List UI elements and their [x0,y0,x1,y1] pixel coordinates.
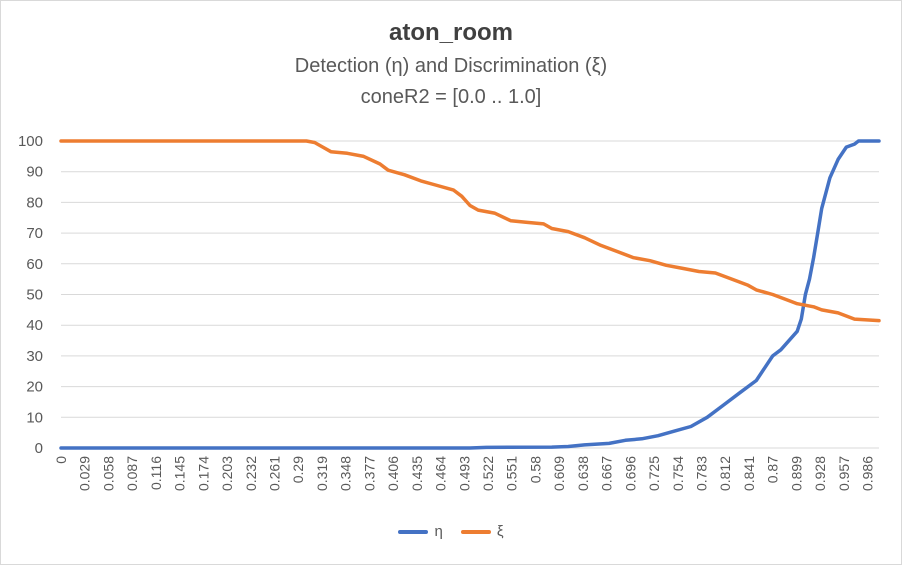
x-tick-label: 0 [53,456,69,464]
x-tick-label: 0.667 [599,456,615,491]
x-tick-label: 0.319 [314,456,330,491]
x-tick-label: 0.232 [243,456,259,491]
chart-subtitle-range: coneR2 = [0.0 .. 1.0] [360,86,542,108]
x-tick-label: 0.783 [693,456,709,491]
x-tick-label: 0.116 [148,456,164,490]
legend-item-eta: η [398,523,443,540]
x-tick-label: 0.406 [385,456,401,491]
x-tick-label: 0.029 [77,456,93,491]
chart-title: aton_room [388,19,513,46]
x-tick-label: 0.841 [741,456,757,491]
x-tick-label: 0.87 [765,456,781,483]
x-tick-label: 0.087 [124,456,140,491]
x-tick-label: 0.377 [361,456,377,491]
x-tick-label: 0.261 [266,456,282,491]
grid-lines [61,140,879,449]
x-tick-label: 0.986 [860,456,876,491]
x-tick-label: 0.725 [646,456,662,491]
legend-item-xi: ξ [460,523,504,540]
y-tick-label: 60 [26,256,43,273]
legend-label-eta: η [434,523,443,540]
y-tick-label: 50 [26,287,43,304]
x-tick-label: 0.638 [575,456,591,491]
x-tick-label: 0.522 [480,456,496,491]
series-eta-line [59,139,881,450]
legend-swatch-eta [398,529,429,534]
x-axis-ticks: 0 0.029 0.058 0.087 0.116 0.145 0.174 0.203 0.23… [53,456,876,491]
chart-subtitle: Detection (η) and Discrimination (ξ) [294,55,608,77]
x-tick-label: 0.174 [195,456,211,491]
y-axis-ticks: 0 10 20 30 40 50 60 70 80 90 100 [18,133,43,457]
series-xi-line [59,139,881,323]
y-tick-label: 90 [26,164,43,181]
x-tick-label: 0.348 [338,456,354,491]
x-tick-label: 0.609 [551,456,567,491]
x-tick-label: 0.203 [219,456,235,491]
y-tick-label: 10 [26,409,43,426]
x-tick-label: 0.812 [717,456,733,491]
legend-label-xi: ξ [496,523,504,540]
series-lines [59,139,881,450]
y-tick-label: 80 [26,194,43,211]
x-tick-label: 0.145 [172,456,188,491]
x-tick-label: 0.58 [527,456,543,483]
y-tick-label: 30 [26,348,43,365]
x-tick-label: 0.928 [812,456,828,491]
x-tick-label: 0.696 [622,456,638,491]
x-tick-label: 0.464 [433,456,449,491]
y-tick-label: 40 [26,317,43,334]
legend: η ξ [1,523,901,540]
x-tick-label: 0.899 [788,456,804,491]
y-tick-label: 70 [26,225,43,242]
x-tick-label: 0.957 [836,456,852,491]
y-tick-label: 100 [18,133,43,150]
x-tick-label: 0.29 [290,456,306,483]
x-tick-label: 0.754 [670,456,686,491]
x-tick-label: 0.493 [456,456,472,491]
y-tick-label: 0 [35,440,43,457]
x-tick-label: 0.551 [504,456,520,491]
y-tick-label: 20 [26,379,43,396]
x-tick-label: 0.058 [100,456,116,491]
legend-swatch-xi [460,529,491,534]
x-tick-label: 0.435 [409,456,425,491]
